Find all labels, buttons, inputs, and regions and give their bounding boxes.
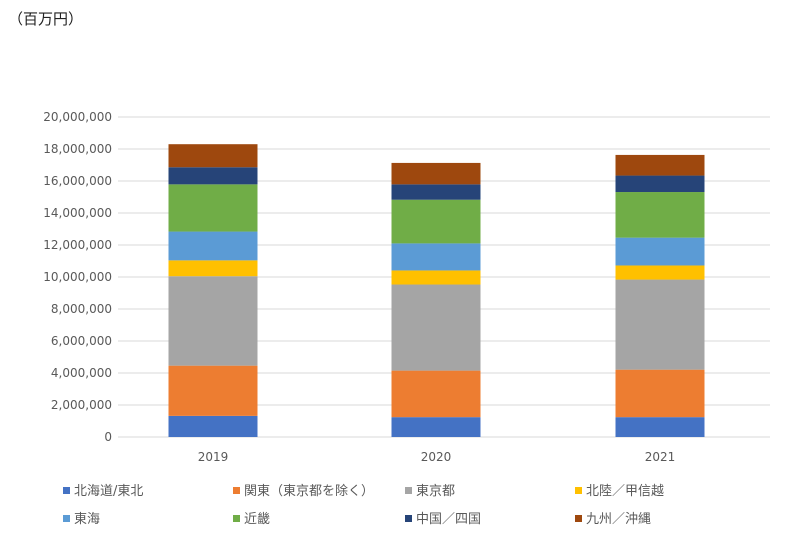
legend-swatch [405, 515, 412, 522]
y-tick-label: 10,000,000 [43, 270, 112, 284]
legend-label: 東海 [74, 511, 100, 527]
bar-segment [615, 154, 705, 176]
legend-label: 北陸／甲信越 [586, 483, 664, 499]
bar-segment [168, 276, 258, 366]
legend-label: 九州／沖縄 [586, 512, 651, 527]
bar-segment [615, 265, 705, 280]
legend-swatch [63, 515, 70, 522]
y-tick-label: 12,000,000 [43, 238, 112, 252]
y-tick-label: 2,000,000 [51, 398, 112, 412]
bar-segment [391, 370, 481, 418]
bar-segment [391, 284, 481, 371]
bar-segment [615, 279, 705, 370]
bar-segment [391, 184, 481, 200]
x-tick-label: 2020 [421, 450, 452, 464]
bar-segment [615, 192, 705, 238]
y-tick-label: 4,000,000 [51, 366, 112, 380]
legend-swatch [233, 515, 240, 522]
legend-label: 中国／四国 [416, 512, 481, 527]
bar-segment [391, 243, 481, 271]
y-tick-label: 0 [104, 430, 112, 444]
bar-segment [168, 415, 258, 437]
bar-segment [615, 175, 705, 193]
bar-segment [391, 270, 481, 285]
bar-segment [391, 162, 481, 185]
legend-label: 東京都 [416, 483, 455, 499]
y-tick-label: 16,000,000 [43, 174, 112, 188]
bar-segment [168, 260, 258, 277]
legend-swatch [405, 487, 412, 494]
y-tick-label: 6,000,000 [51, 334, 112, 348]
y-tick-label: 8,000,000 [51, 302, 112, 316]
bar-segment [168, 144, 258, 168]
bar-segment [168, 167, 258, 185]
bar-segment [615, 237, 705, 266]
x-tick-label: 2019 [198, 450, 229, 464]
y-tick-label: 20,000,000 [43, 110, 112, 124]
bar-segment [168, 231, 258, 261]
bar-segment [391, 199, 481, 244]
legend-swatch [575, 515, 582, 522]
legend-swatch [575, 487, 582, 494]
legend-label: 関東（東京都を除く） [244, 483, 374, 499]
legend-label: 近畿 [244, 512, 270, 527]
y-tick-label: 14,000,000 [43, 206, 112, 220]
bar-segment [615, 369, 705, 418]
bar-segment [615, 417, 705, 437]
x-tick-label: 2021 [645, 450, 676, 464]
bar-segment [168, 184, 258, 232]
bar-segment [168, 365, 258, 416]
legend-swatch [63, 487, 70, 494]
legend-swatch [233, 487, 240, 494]
y-tick-label: 18,000,000 [43, 142, 112, 156]
bar-segment [391, 417, 481, 437]
legend-label: 北海道/東北 [74, 483, 143, 499]
unit-label: （百万円） [8, 10, 84, 28]
